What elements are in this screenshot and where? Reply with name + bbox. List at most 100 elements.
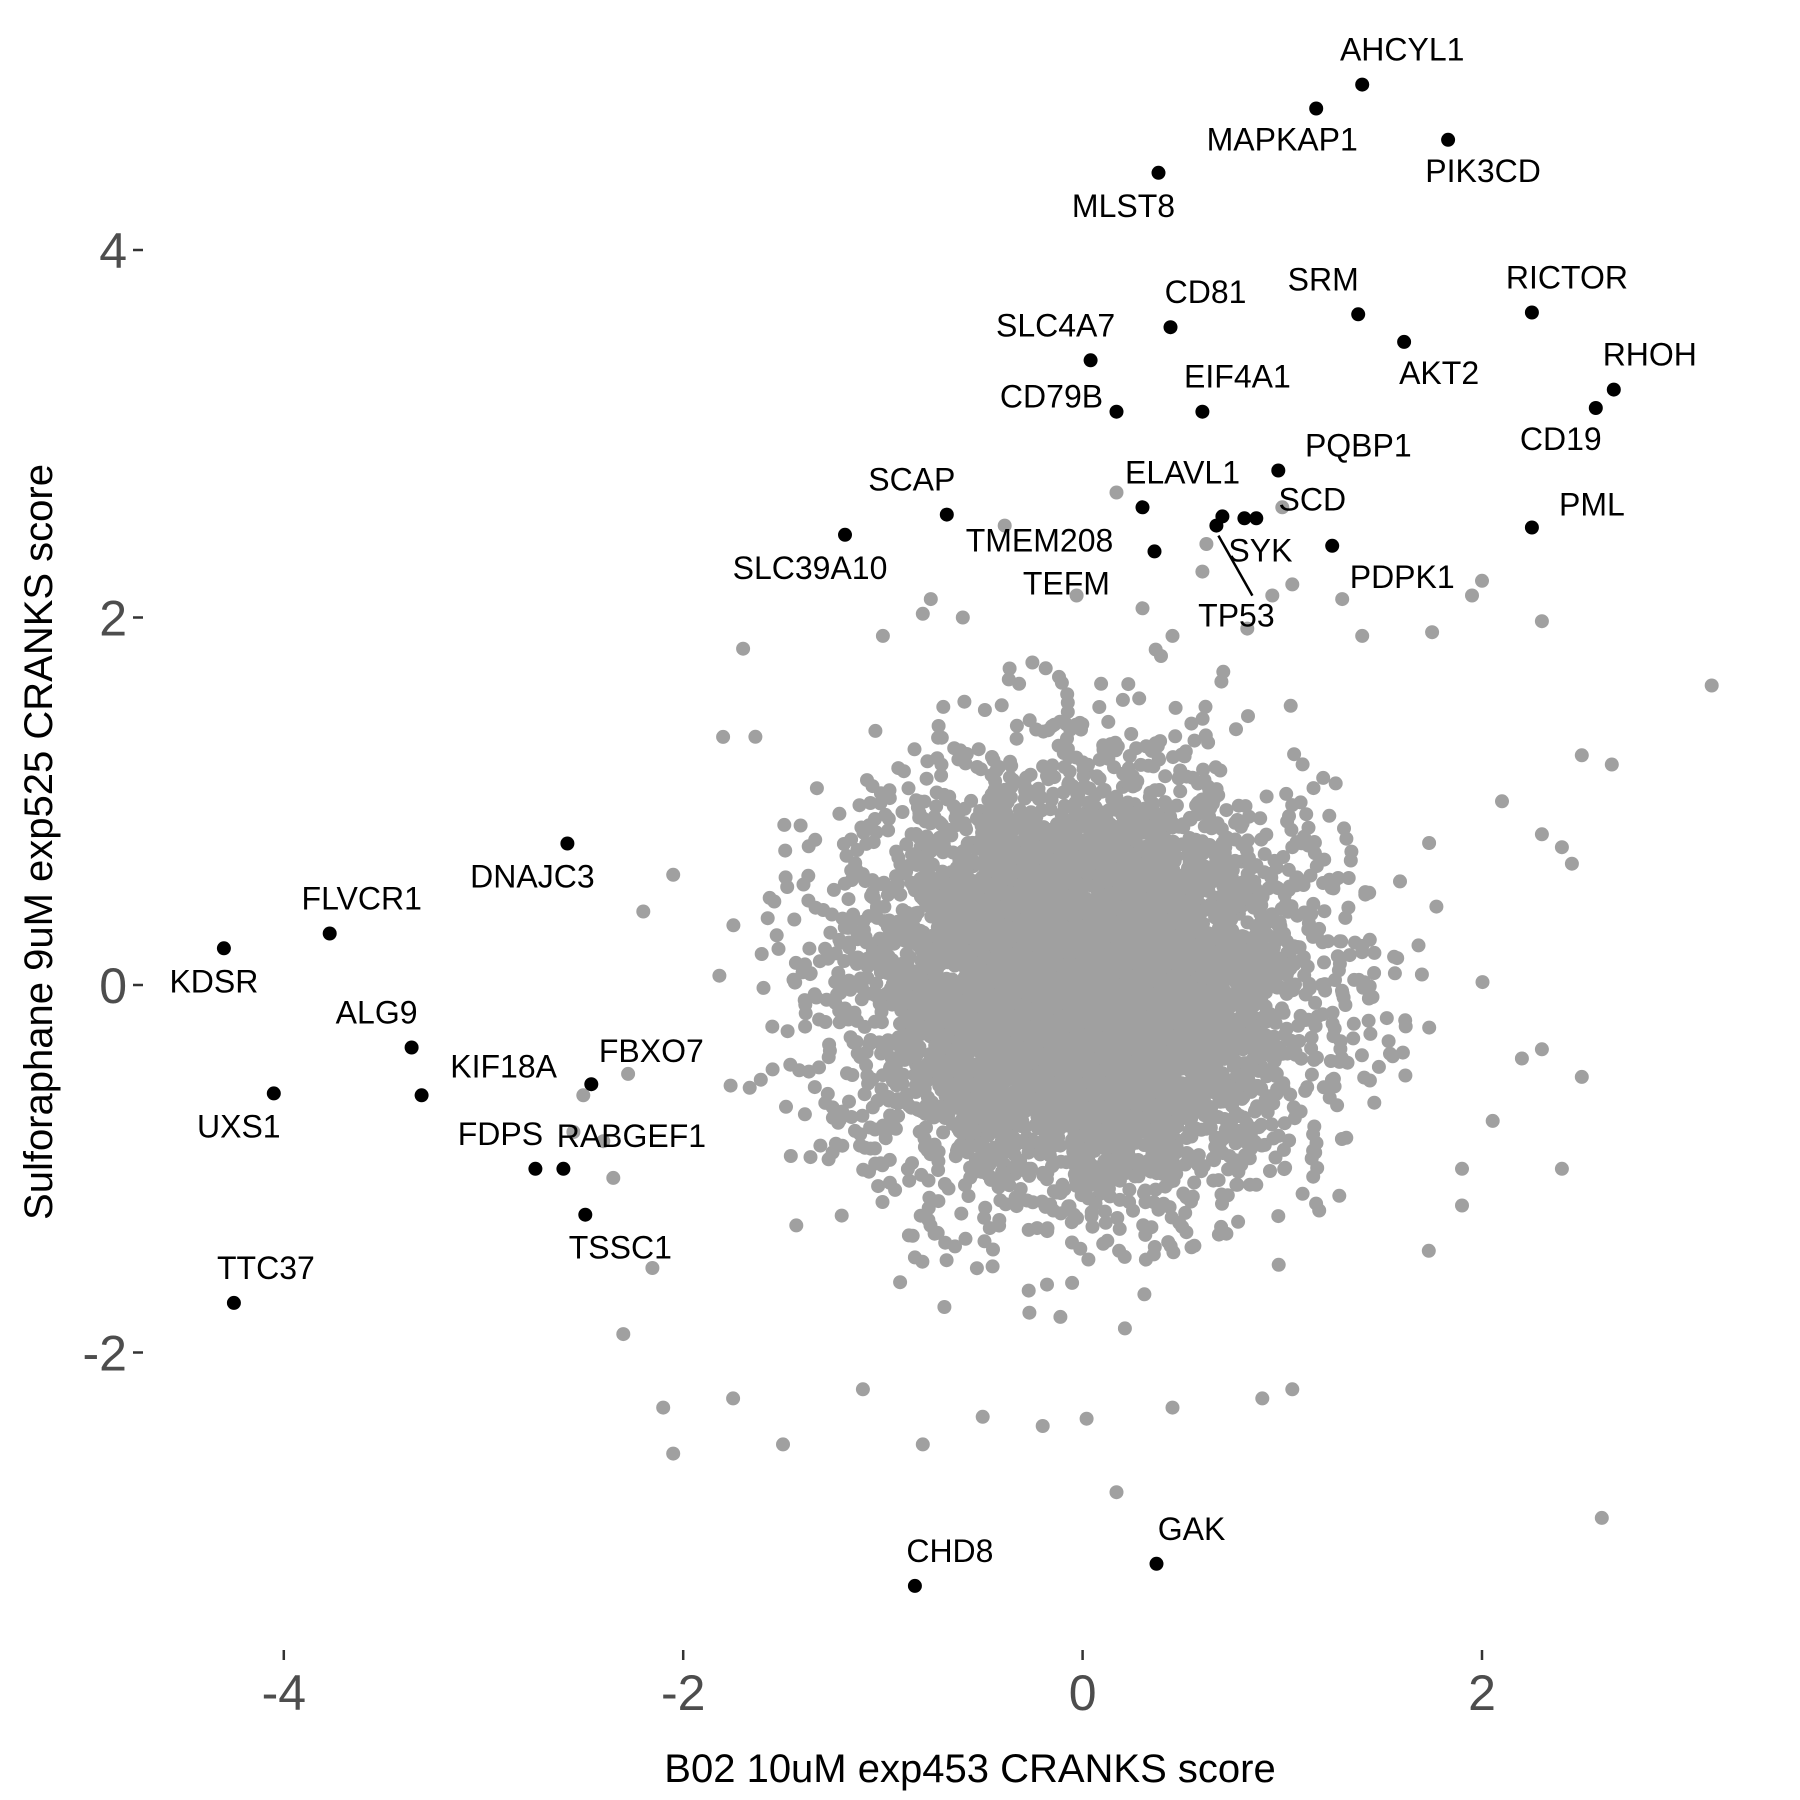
background-point xyxy=(973,762,988,777)
background-point xyxy=(1414,967,1429,982)
background-point xyxy=(1055,1177,1070,1192)
background-point xyxy=(1287,747,1302,762)
background-point xyxy=(1020,1193,1035,1208)
background-point xyxy=(865,944,880,958)
background-point xyxy=(946,799,961,814)
background-point xyxy=(726,918,741,933)
background-point xyxy=(1158,769,1173,784)
background-point xyxy=(964,793,979,808)
background-point xyxy=(838,977,853,992)
background-point xyxy=(1072,715,1087,730)
background-point xyxy=(958,1178,972,1193)
background-point xyxy=(862,1037,877,1052)
background-point xyxy=(907,742,922,757)
background-point xyxy=(1328,973,1342,987)
background-point xyxy=(1298,1083,1313,1098)
background-point xyxy=(868,723,883,738)
background-point xyxy=(872,996,887,1011)
background-point xyxy=(1060,687,1075,702)
background-point xyxy=(871,1179,886,1194)
background-point xyxy=(762,890,777,905)
background-point xyxy=(812,954,827,969)
background-point xyxy=(780,880,795,894)
background-point xyxy=(1355,938,1370,953)
background-point xyxy=(1116,766,1131,781)
background-point xyxy=(1295,757,1310,772)
background-point xyxy=(1036,759,1051,774)
background-point xyxy=(801,1064,816,1079)
background-point xyxy=(1277,1116,1292,1131)
background-point xyxy=(939,998,953,1013)
background-point xyxy=(1117,1321,1132,1336)
background-point xyxy=(1304,1030,1319,1045)
background-point xyxy=(882,1175,897,1190)
background-point xyxy=(1361,991,1376,1006)
background-point xyxy=(1070,1211,1084,1225)
background-point xyxy=(1121,677,1136,692)
background-point xyxy=(1176,1186,1191,1201)
background-point xyxy=(1298,987,1313,1002)
background-point xyxy=(1060,731,1074,746)
background-point xyxy=(1285,798,1300,813)
background-point xyxy=(1124,727,1139,741)
background-point xyxy=(994,698,1009,713)
background-point xyxy=(1361,1013,1376,1028)
background-point xyxy=(1124,1120,1139,1134)
background-point xyxy=(863,796,878,810)
background-point xyxy=(1208,1131,1223,1145)
background-point xyxy=(742,1080,757,1095)
background-point xyxy=(797,1107,812,1122)
background-point xyxy=(1112,1192,1127,1207)
background-point xyxy=(981,1167,995,1182)
background-point xyxy=(1422,1020,1437,1035)
background-point xyxy=(1328,776,1343,791)
background-point xyxy=(777,817,792,832)
background-point xyxy=(822,1043,837,1058)
background-point xyxy=(1002,661,1017,676)
background-point xyxy=(1284,822,1299,837)
background-point xyxy=(961,1189,976,1203)
background-point xyxy=(765,1019,780,1034)
background-point xyxy=(712,968,727,983)
background-point xyxy=(1013,1182,1028,1196)
background-point xyxy=(1081,757,1095,772)
background-point xyxy=(1056,746,1071,761)
background-point xyxy=(1229,1177,1244,1192)
background-point xyxy=(847,1005,862,1020)
background-point xyxy=(1342,948,1357,963)
background-point xyxy=(1337,821,1351,836)
background-point xyxy=(789,1218,804,1233)
background-point xyxy=(1398,1068,1413,1083)
background-point xyxy=(778,843,793,858)
background-point xyxy=(1213,763,1228,778)
background-point xyxy=(787,912,802,927)
background-point xyxy=(1381,1034,1396,1049)
background-point xyxy=(921,899,936,914)
background-point xyxy=(801,893,816,908)
background-point xyxy=(1387,966,1402,981)
background-point xyxy=(1354,1048,1369,1063)
background-point xyxy=(1198,699,1213,714)
background-point xyxy=(876,875,891,890)
background-point xyxy=(856,825,871,840)
background-point xyxy=(1092,700,1107,714)
background-point xyxy=(874,1015,889,1030)
background-point xyxy=(881,823,896,838)
background-point xyxy=(1202,783,1217,798)
background-point xyxy=(1094,676,1109,691)
background-point xyxy=(893,1275,908,1290)
background-point xyxy=(873,965,888,980)
background-point xyxy=(1421,1243,1436,1258)
background-point xyxy=(1054,1154,1068,1169)
background-point xyxy=(1316,876,1331,890)
background-point xyxy=(931,730,946,745)
background-point xyxy=(1095,784,1109,799)
background-point xyxy=(1338,998,1353,1012)
background-point xyxy=(978,1200,993,1215)
background-point xyxy=(860,773,874,788)
background-point xyxy=(840,1066,854,1081)
background-point xyxy=(954,1206,969,1221)
background-point xyxy=(1196,762,1211,777)
background-point xyxy=(1203,1120,1218,1135)
background-point xyxy=(1393,874,1407,889)
